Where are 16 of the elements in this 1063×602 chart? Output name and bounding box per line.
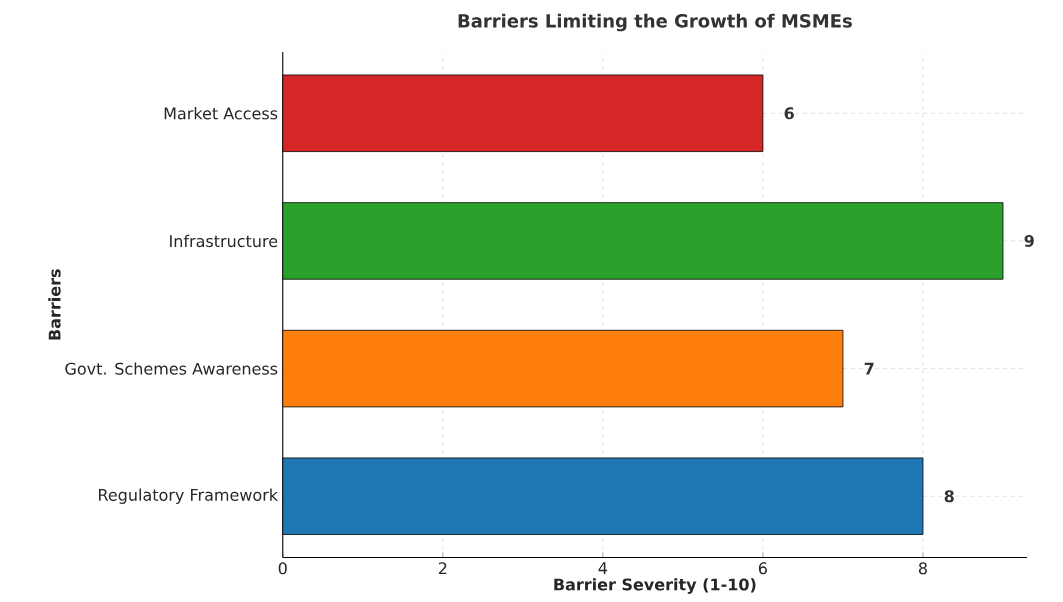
chart-title: Barriers Limiting the Growth of MSMEs [458,13,852,32]
data-label: 8 [944,490,954,503]
data-label: 6 [784,107,794,120]
y-tick-label: Market Access [164,107,278,120]
y-tick-label: Infrastructure [170,234,278,248]
data-label: 9 [1024,235,1034,248]
x-axis-title: Barrier Severity (1-10) [554,578,756,594]
x-tick-label: 4 [598,562,608,575]
y-tick-label: Regulatory Framework [99,488,279,505]
y-axis-title: Barriers [48,269,61,340]
y-tick-label: Govt. Schemes Awareness [65,362,278,376]
data-label: 7 [864,362,874,375]
x-tick-label: 2 [438,562,447,575]
x-tick-label: 6 [758,562,767,575]
x-tick-label: 0 [278,562,287,575]
x-tick-label: 8 [918,562,927,575]
